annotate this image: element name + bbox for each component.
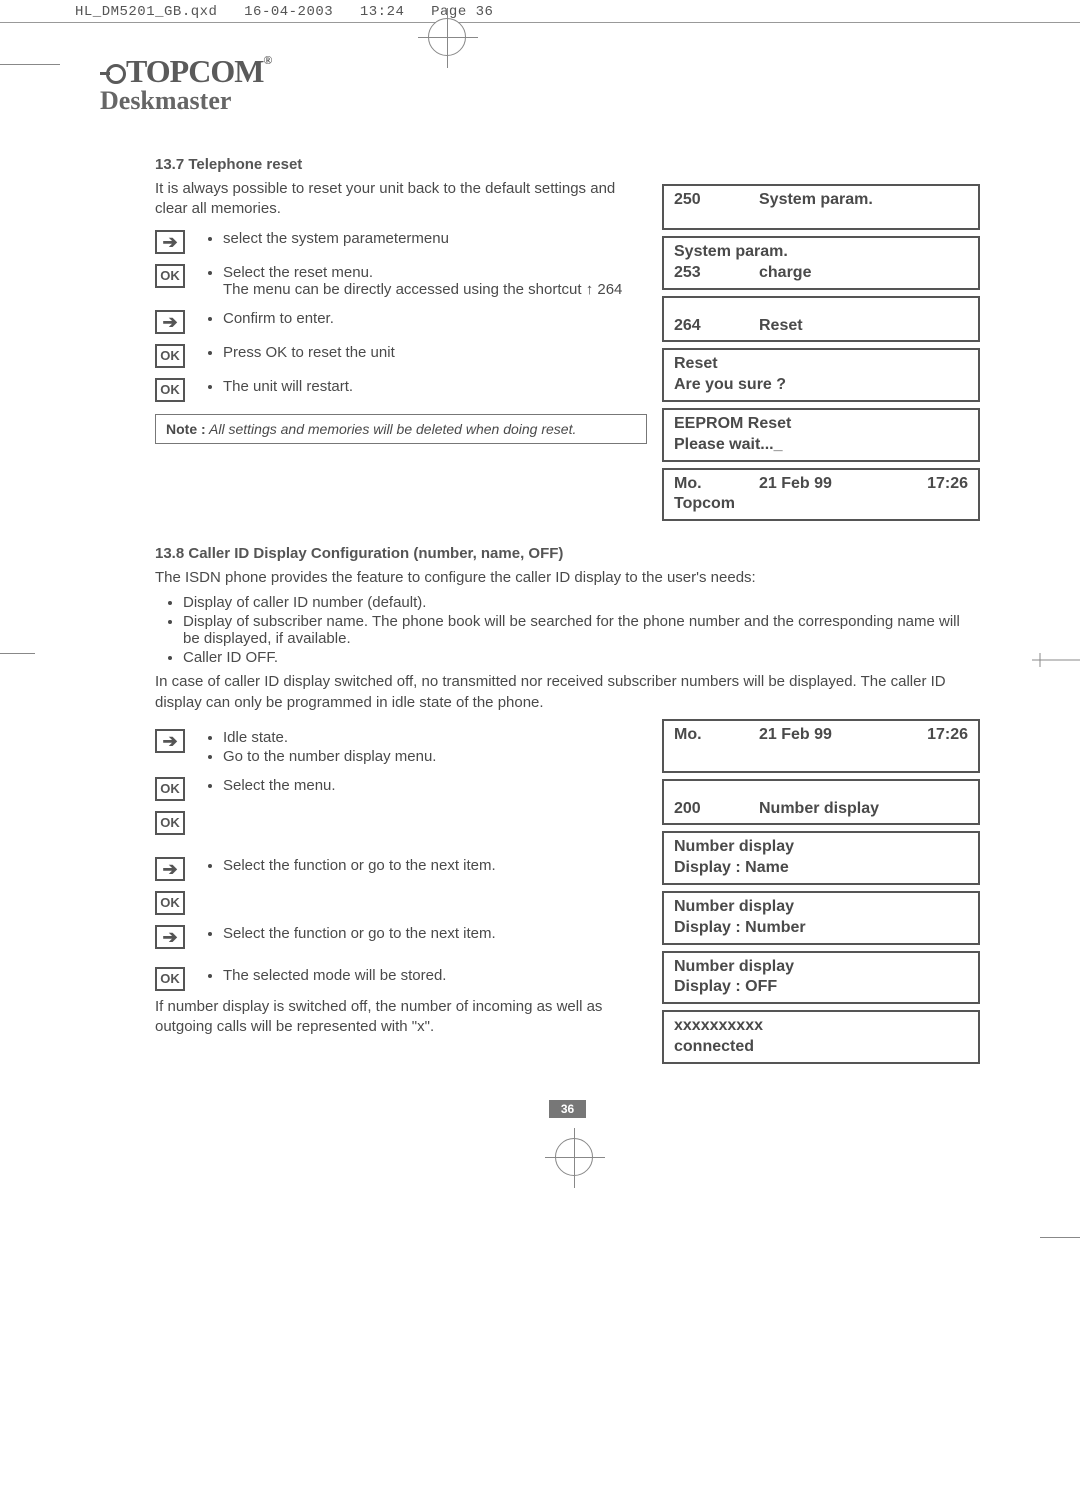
note-label: Note : (166, 421, 206, 437)
step-text: Select the menu. (223, 777, 647, 794)
step-text: Select the function or go to the next it… (223, 925, 647, 942)
section-intro: The ISDN phone provides the feature to c… (155, 568, 980, 588)
bullet-item: Caller ID OFF. (183, 649, 980, 666)
lcd-display: Number display Display : Name (662, 831, 980, 885)
lcd-display: 200Number display (662, 779, 980, 826)
lcd-display: Number display Display : OFF (662, 951, 980, 1005)
ok-button-icon: OK (155, 777, 185, 801)
section-heading: 13.8 Caller ID Display Configuration (nu… (155, 545, 980, 562)
note-box: Note : All settings and memories will be… (155, 414, 647, 444)
arrow-button-icon: ➔ (155, 230, 185, 254)
brand-subtitle: Deskmaster (100, 86, 980, 116)
lcd-display: xxxxxxxxxx connected (662, 1010, 980, 1064)
bullet-item: Display of subscriber name. The phone bo… (183, 613, 980, 647)
file-date: 16-04-2003 (244, 4, 333, 20)
ok-button-icon: OK (155, 967, 185, 991)
crop-mark (1040, 1237, 1080, 1238)
lcd-display: 264Reset (662, 296, 980, 343)
section-intro: It is always possible to reset your unit… (155, 179, 647, 220)
lcd-display: Mo.21 Feb 9917:26 (662, 719, 980, 773)
arrow-button-icon: ➔ (155, 857, 185, 881)
step-text: Select the reset menu. The menu can be d… (223, 264, 647, 298)
step-text: The unit will restart. (223, 378, 647, 395)
step-text: Select the function or go to the next it… (223, 857, 647, 874)
step-text: Confirm to enter. (223, 310, 647, 327)
brand-icon (100, 62, 126, 84)
ok-button-icon: OK (155, 811, 185, 835)
lcd-display: EEPROM Reset Please wait..._ (662, 408, 980, 462)
ok-button-icon: OK (155, 264, 185, 288)
prepress-header: HL_DM5201_GB.qxd 16-04-2003 13:24 Page 3… (0, 0, 1080, 23)
brand-logo: TOPCOM® Deskmaster (100, 53, 980, 116)
lcd-display: Mo.21 Feb 9917:26 Topcom (662, 468, 980, 522)
up-arrow-icon: ↑ (586, 281, 594, 298)
registration-mark-icon (555, 1138, 593, 1176)
file-page: Page 36 (431, 4, 493, 20)
arrow-button-icon: ➔ (155, 925, 185, 949)
arrow-button-icon: ➔ (155, 729, 185, 753)
ok-button-icon: OK (155, 891, 185, 915)
arrow-button-icon: ➔ (155, 310, 185, 334)
step-text: Go to the number display menu. (223, 748, 647, 765)
ok-button-icon: OK (155, 378, 185, 402)
page-number: 36 (155, 1100, 980, 1118)
filename: HL_DM5201_GB.qxd (75, 4, 217, 20)
file-time: 13:24 (360, 4, 405, 20)
step-text: Idle state. (223, 729, 647, 746)
lcd-display: 250System param. (662, 184, 980, 230)
ok-button-icon: OK (155, 344, 185, 368)
lcd-display: System param. 253charge (662, 236, 980, 290)
step-text: select the system parametermenu (223, 230, 647, 247)
step-text: The selected mode will be stored. (223, 967, 647, 984)
step-text: Press OK to reset the unit (223, 344, 647, 361)
note-text: All settings and memories will be delete… (209, 421, 576, 437)
lcd-display: Reset Are you sure ? (662, 348, 980, 402)
lcd-display: Number display Display : Number (662, 891, 980, 945)
paragraph: In case of caller ID display switched of… (155, 672, 980, 713)
bullet-item: Display of caller ID number (default). (183, 594, 980, 611)
section-heading: 13.7 Telephone reset (155, 156, 647, 173)
paragraph: If number display is switched off, the n… (155, 997, 647, 1038)
